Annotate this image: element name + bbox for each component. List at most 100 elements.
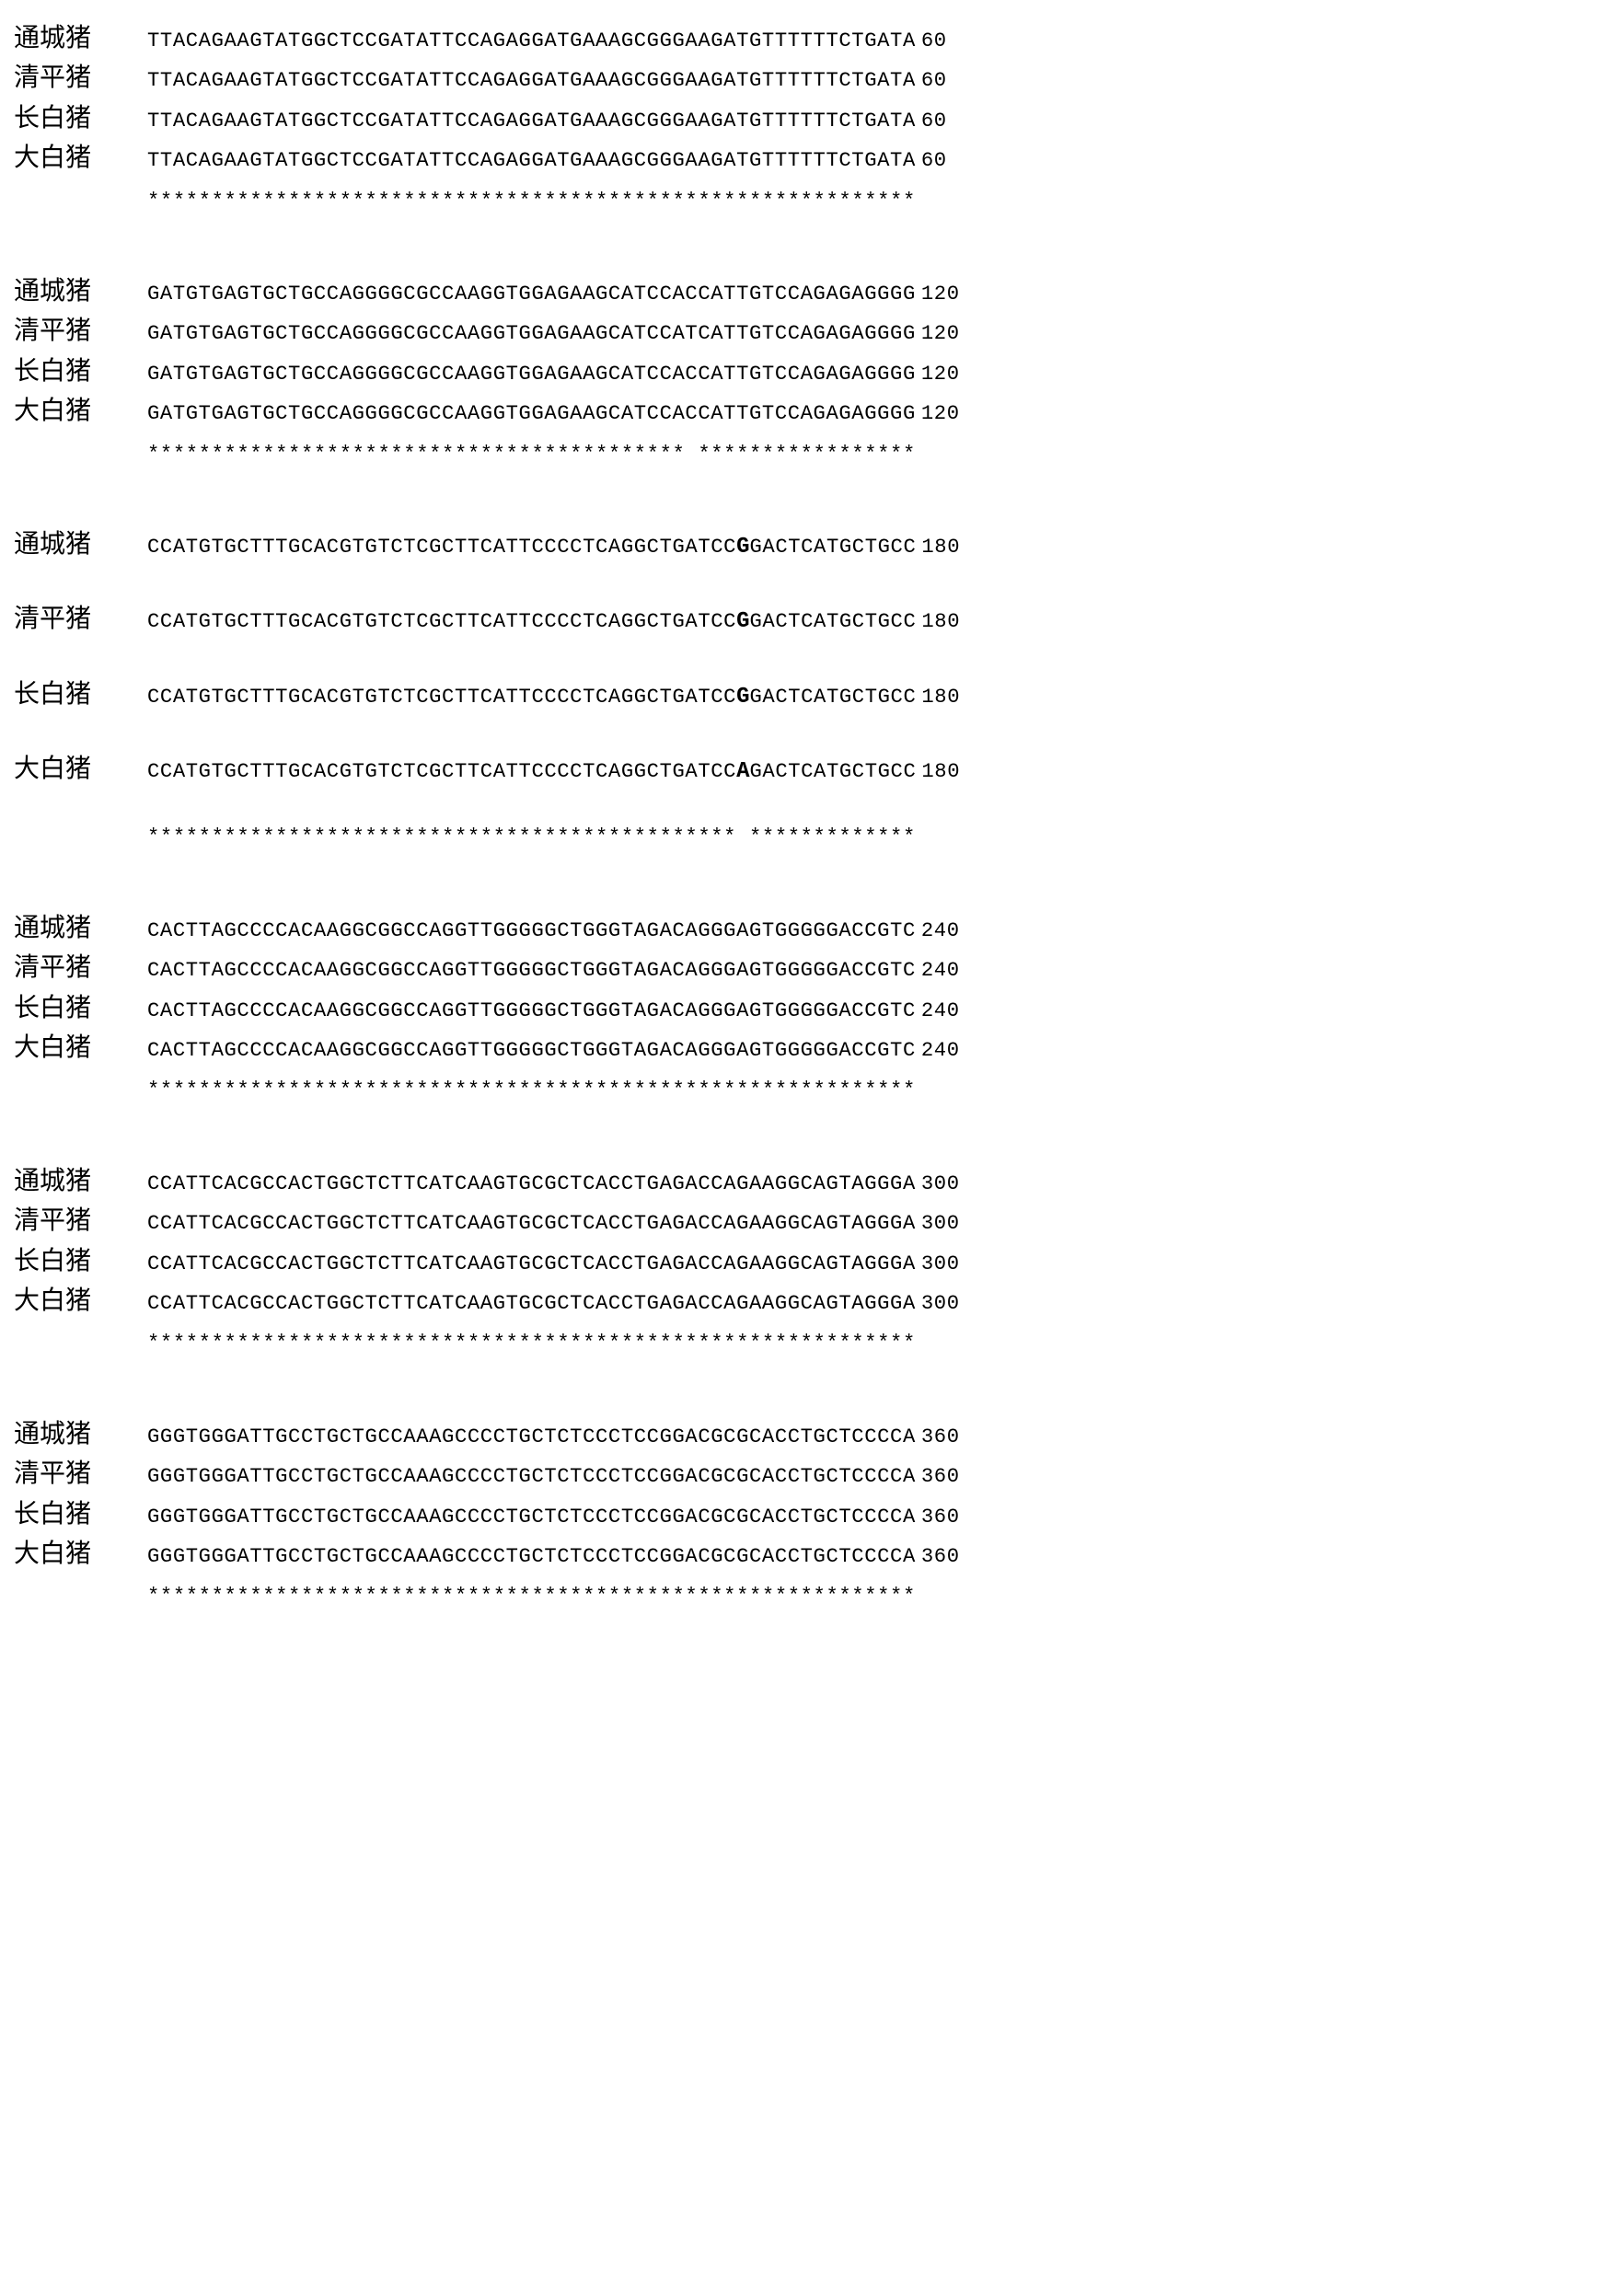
position-number: 120 (916, 359, 960, 390)
breed-label: 通城猪 (14, 271, 147, 311)
sequence-text: TTACAGAAGTATGGCTCCGATATTCCAGAGGATGAAAGCG… (147, 65, 916, 97)
snp-highlight: G (736, 609, 749, 634)
conservation-row: x***************************************… (14, 432, 1588, 471)
sequence-alignment: 通城猪TTACAGAAGTATGGCTCCGATATTCCAGAGGATGAAA… (14, 18, 1588, 1614)
sequence-row: 通城猪GATGTGAGTGCTGCCAGGGGCGCCAAGGTGGAGAAGC… (14, 271, 1588, 311)
sequence-text: TTACAGAAGTATGGCTCCGATATTCCAGAGGATGAAAGCG… (147, 145, 916, 177)
position-number: 300 (916, 1208, 960, 1240)
sequence-row: 通城猪CCATGTGCTTTGCACGTGTCTCGCTTCATTCCCCTCA… (14, 525, 1588, 564)
sequence-text: GATGTGAGTGCTGCCAGGGGCGCCAAGGTGGAGAAGCATC… (147, 318, 916, 350)
sequence-row: 长白猪CACTTAGCCCCACAAGGCGGCCAGGTTGGGGGCTGGG… (14, 988, 1588, 1028)
sequence-row: 大白猪CACTTAGCCCCACAAGGCGGCCAGGTTGGGGGCTGGG… (14, 1028, 1588, 1067)
breed-label: 通城猪 (14, 18, 147, 58)
conservation-row: x***************************************… (14, 814, 1588, 854)
position-number: 120 (916, 398, 960, 430)
position-number: 180 (916, 606, 960, 638)
breed-label: 通城猪 (14, 908, 147, 948)
sequence-row: 长白猪TTACAGAAGTATGGCTCCGATATTCCAGAGGATGAAA… (14, 98, 1588, 138)
sequence-text: GGGTGGGATTGCCTGCTGCCAAAGCCCCTGCTCTCCCTCC… (147, 1461, 916, 1493)
position-number: 60 (916, 106, 947, 137)
sequence-row: 清平猪CACTTAGCCCCACAAGGCGGCCAGGTTGGGGGCTGGG… (14, 948, 1588, 987)
breed-label: 通城猪 (14, 1161, 147, 1201)
breed-label: 大白猪 (14, 138, 147, 178)
conservation-row: x***************************************… (14, 1321, 1588, 1360)
sequence-text: TTACAGAAGTATGGCTCCGATATTCCAGAGGATGAAAGCG… (147, 26, 916, 57)
sequence-text: CACTTAGCCCCACAAGGCGGCCAGGTTGGGGGCTGGGTAG… (147, 916, 916, 947)
sequence-text: GATGTGAGTGCTGCCAGGGGCGCCAAGGTGGAGAAGCATC… (147, 279, 916, 310)
sequence-row: 通城猪CCATTCACGCCACTGGCTCTTCATCAAGTGCGCTCAC… (14, 1161, 1588, 1201)
sequence-text: CCATGTGCTTTGCACGTGTCTCGCTTCATTCCCCTCAGGC… (147, 530, 916, 564)
position-number: 240 (916, 916, 960, 947)
sequence-row: 大白猪TTACAGAAGTATGGCTCCGATATTCCAGAGGATGAAA… (14, 138, 1588, 178)
sequence-text: CCATTCACGCCACTGGCTCTTCATCAAGTGCGCTCACCTG… (147, 1288, 916, 1320)
breed-label: 清平猪 (14, 1201, 147, 1240)
alignment-block: 通城猪TTACAGAAGTATGGCTCCGATATTCCAGAGGATGAAA… (14, 18, 1588, 218)
breed-label: 清平猪 (14, 599, 147, 639)
conservation-stars: ****************************************… (147, 439, 916, 470)
sequence-row: 长白猪CCATGTGCTTTGCACGTGTCTCGCTTCATTCCCCTCA… (14, 675, 1588, 714)
snp-highlight: G (736, 535, 749, 560)
breed-label: 清平猪 (14, 1454, 147, 1494)
breed-label: 长白猪 (14, 98, 147, 138)
sequence-text: GGGTGGGATTGCCTGCTGCCAAAGCCCCTGCTCTCCCTCC… (147, 1502, 916, 1533)
position-number: 360 (916, 1541, 960, 1573)
position-number: 240 (916, 955, 960, 986)
breed-label: 长白猪 (14, 675, 147, 714)
sequence-row: 大白猪GATGTGAGTGCTGCCAGGGGCGCCAAGGTGGAGAAGC… (14, 391, 1588, 431)
conservation-row: x***************************************… (14, 179, 1588, 218)
sequence-row: 长白猪GGGTGGGATTGCCTGCTGCCAAAGCCCCTGCTCTCCC… (14, 1494, 1588, 1534)
conservation-stars: ****************************************… (147, 822, 916, 853)
sequence-row: 清平猪CCATGTGCTTTGCACGTGTCTCGCTTCATTCCCCTCA… (14, 599, 1588, 639)
position-number: 120 (916, 279, 960, 310)
position-number: 360 (916, 1422, 960, 1453)
sequence-row: 长白猪CCATTCACGCCACTGGCTCTTCATCAAGTGCGCTCAC… (14, 1241, 1588, 1281)
conservation-stars: ****************************************… (147, 1328, 916, 1359)
position-number: 60 (916, 145, 947, 177)
sequence-row: 长白猪GATGTGAGTGCTGCCAGGGGCGCCAAGGTGGAGAAGC… (14, 352, 1588, 391)
position-number: 60 (916, 26, 947, 57)
breed-label: 长白猪 (14, 1241, 147, 1281)
snp-highlight: G (736, 685, 749, 710)
sequence-text: CCATTCACGCCACTGGCTCTTCATCAAGTGCGCTCACCTG… (147, 1169, 916, 1200)
alignment-block: 通城猪GGGTGGGATTGCCTGCTGCCAAAGCCCCTGCTCTCCC… (14, 1414, 1588, 1614)
sequence-row: 清平猪GGGTGGGATTGCCTGCTGCCAAAGCCCCTGCTCTCCC… (14, 1454, 1588, 1494)
alignment-block: 通城猪CCATGTGCTTTGCACGTGTCTCGCTTCATTCCCCTCA… (14, 525, 1588, 855)
conservation-stars: ****************************************… (147, 1075, 916, 1106)
sequence-text: TTACAGAAGTATGGCTCCGATATTCCAGAGGATGAAAGCG… (147, 106, 916, 137)
breed-label: 大白猪 (14, 749, 147, 789)
sequence-row: 清平猪CCATTCACGCCACTGGCTCTTCATCAAGTGCGCTCAC… (14, 1201, 1588, 1240)
sequence-text: CCATGTGCTTTGCACGTGTCTCGCTTCATTCCCCTCAGGC… (147, 680, 916, 714)
sequence-row: 清平猪TTACAGAAGTATGGCTCCGATATTCCAGAGGATGAAA… (14, 58, 1588, 98)
sequence-row: 通城猪TTACAGAAGTATGGCTCCGATATTCCAGAGGATGAAA… (14, 18, 1588, 58)
alignment-block: 通城猪CACTTAGCCCCACAAGGCGGCCAGGTTGGGGGCTGGG… (14, 908, 1588, 1108)
conservation-stars: ****************************************… (147, 1581, 916, 1612)
breed-label: 通城猪 (14, 525, 147, 564)
alignment-block: 通城猪GATGTGAGTGCTGCCAGGGGCGCCAAGGTGGAGAAGC… (14, 271, 1588, 471)
sequence-text: CCATTCACGCCACTGGCTCTTCATCAAGTGCGCTCACCTG… (147, 1249, 916, 1280)
breed-label: 通城猪 (14, 1414, 147, 1454)
sequence-text: CCATGTGCTTTGCACGTGTCTCGCTTCATTCCCCTCAGGC… (147, 605, 916, 639)
position-number: 120 (916, 318, 960, 350)
breed-label: 清平猪 (14, 311, 147, 351)
snp-highlight: A (736, 759, 749, 784)
sequence-text: CACTTAGCCCCACAAGGCGGCCAGGTTGGGGGCTGGGTAG… (147, 1035, 916, 1067)
breed-label: 长白猪 (14, 352, 147, 391)
alignment-block: 通城猪CCATTCACGCCACTGGCTCTTCATCAAGTGCGCTCAC… (14, 1161, 1588, 1361)
sequence-row: 通城猪GGGTGGGATTGCCTGCTGCCAAAGCCCCTGCTCTCCC… (14, 1414, 1588, 1454)
breed-label: 清平猪 (14, 948, 147, 987)
sequence-row: 大白猪CCATGTGCTTTGCACGTGTCTCGCTTCATTCCCCTCA… (14, 749, 1588, 789)
conservation-row: x***************************************… (14, 1067, 1588, 1107)
breed-label: 长白猪 (14, 988, 147, 1028)
position-number: 360 (916, 1502, 960, 1533)
position-number: 300 (916, 1288, 960, 1320)
conservation-stars: ****************************************… (147, 186, 916, 217)
sequence-row: 大白猪GGGTGGGATTGCCTGCTGCCAAAGCCCCTGCTCTCCC… (14, 1534, 1588, 1574)
position-number: 300 (916, 1249, 960, 1280)
breed-label: 大白猪 (14, 1028, 147, 1067)
sequence-text: GATGTGAGTGCTGCCAGGGGCGCCAAGGTGGAGAAGCATC… (147, 359, 916, 390)
breed-label: 清平猪 (14, 58, 147, 98)
position-number: 360 (916, 1461, 960, 1493)
sequence-text: CCATGTGCTTTGCACGTGTCTCGCTTCATTCCCCTCAGGC… (147, 755, 916, 789)
position-number: 180 (916, 756, 960, 788)
position-number: 60 (916, 65, 947, 97)
